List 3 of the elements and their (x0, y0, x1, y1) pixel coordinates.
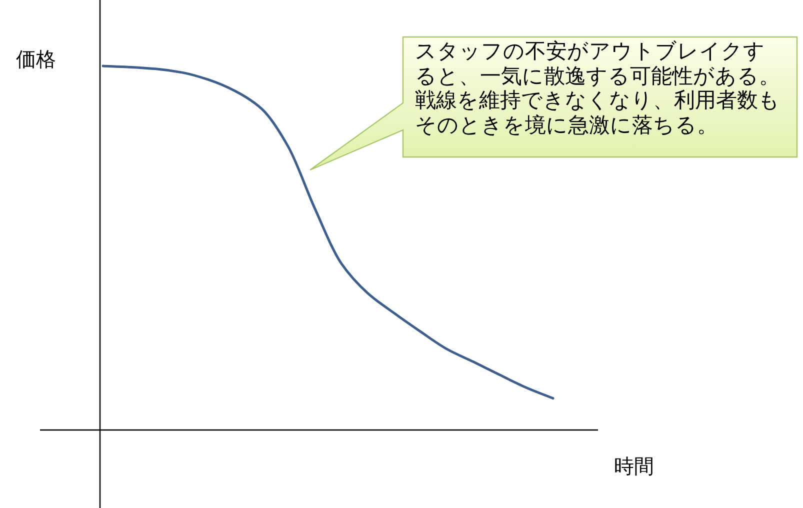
y-axis-title: 価格 (16, 48, 56, 73)
annotation: スタッフの不安がアウトブレイクすると、一気に散逸する可能性がある。戦線を維持できなくなり、利用者数もそのときを境に急激に落ちる。 (414, 39, 781, 138)
x-axis-title: 時間 (614, 455, 654, 480)
